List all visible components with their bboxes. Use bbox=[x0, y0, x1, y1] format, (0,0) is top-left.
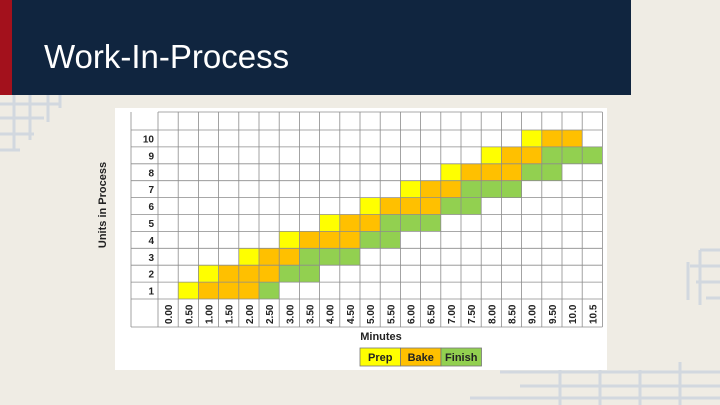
legend-swatch-finish bbox=[440, 347, 482, 367]
x-tick-label-3.50: 3.50 bbox=[306, 304, 317, 324]
x-tick-label-0.50: 0.50 bbox=[184, 304, 195, 324]
unit-10-prep-bar bbox=[521, 130, 542, 147]
y-tick-label-3: 3 bbox=[148, 253, 154, 264]
unit-4-prep-bar bbox=[279, 231, 300, 249]
x-tick-label-6.50: 6.50 bbox=[427, 304, 438, 324]
x-tick-label-7.00: 7.00 bbox=[447, 304, 458, 324]
legend-label-finish: Finish bbox=[445, 352, 478, 364]
legend-label-prep: Prep bbox=[368, 352, 393, 364]
y-tick-label-10: 10 bbox=[143, 134, 155, 145]
x-tick-label-3.00: 3.00 bbox=[285, 304, 296, 324]
x-tick-label-4.00: 4.00 bbox=[326, 304, 337, 324]
x-tick-label-9.00: 9.00 bbox=[528, 304, 539, 324]
unit-8-bake-bar bbox=[461, 163, 522, 181]
x-tick-label-9.50: 9.50 bbox=[548, 304, 559, 324]
y-tick-label-5: 5 bbox=[148, 219, 154, 230]
unit-6-bake-bar bbox=[380, 197, 441, 215]
unit-8-prep-bar bbox=[440, 163, 461, 181]
y-tick-label-6: 6 bbox=[148, 202, 154, 213]
y-tick-label-7: 7 bbox=[148, 185, 154, 196]
unit-1-prep-bar bbox=[178, 282, 199, 299]
unit-3-prep-bar bbox=[238, 248, 259, 266]
unit-3-finish-bar bbox=[299, 248, 360, 266]
slide-title: Work-In-Process bbox=[44, 38, 290, 75]
y-tick-label-4: 4 bbox=[148, 236, 154, 247]
x-tick-label-2.00: 2.00 bbox=[245, 304, 256, 324]
unit-5-finish-bar bbox=[380, 214, 441, 232]
accent-strip bbox=[0, 0, 12, 95]
unit-1-finish-bar bbox=[259, 282, 280, 299]
x-tick-label-8.00: 8.00 bbox=[487, 304, 498, 324]
x-tick-label-10.0: 10.0 bbox=[568, 304, 579, 324]
unit-2-bake-bar bbox=[218, 265, 280, 283]
x-tick-label-4.50: 4.50 bbox=[346, 304, 357, 324]
y-tick-label-1: 1 bbox=[148, 287, 154, 298]
x-axis-title: Minutes bbox=[360, 331, 402, 343]
unit-9-finish-bar bbox=[541, 146, 603, 164]
unit-4-bake-bar bbox=[299, 231, 360, 249]
y-tick-label-2: 2 bbox=[148, 270, 154, 281]
legend-label-bake: Bake bbox=[408, 352, 434, 364]
x-tick-label-5.50: 5.50 bbox=[386, 304, 397, 324]
slide-header: Work-In-Process bbox=[12, 0, 631, 95]
unit-2-prep-bar bbox=[198, 265, 219, 283]
x-tick-label-2.50: 2.50 bbox=[265, 304, 276, 324]
y-tick-label-8: 8 bbox=[148, 168, 154, 179]
x-tick-label-7.50: 7.50 bbox=[467, 304, 478, 324]
x-tick-label-1.50: 1.50 bbox=[225, 304, 236, 324]
unit-7-prep-bar bbox=[400, 180, 421, 198]
unit-1-bake-bar bbox=[198, 282, 259, 299]
y-tick-label-9: 9 bbox=[148, 151, 154, 162]
x-tick-label-10.5: 10.5 bbox=[588, 304, 599, 324]
x-tick-label-8.50: 8.50 bbox=[508, 304, 519, 324]
unit-5-prep-bar bbox=[319, 214, 340, 232]
unit-7-finish-bar bbox=[461, 180, 522, 198]
x-tick-label-6.00: 6.00 bbox=[407, 304, 418, 324]
unit-9-prep-bar bbox=[481, 146, 502, 164]
x-tick-label-5.00: 5.00 bbox=[366, 304, 377, 324]
x-tick-label-1.00: 1.00 bbox=[205, 304, 216, 324]
unit-6-prep-bar bbox=[360, 197, 381, 215]
x-tick-label-0.00: 0.00 bbox=[164, 304, 175, 324]
